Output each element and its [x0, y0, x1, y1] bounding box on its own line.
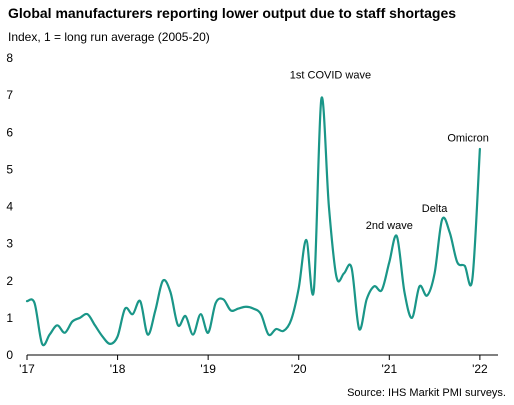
x-tick-label: '18 [110, 362, 126, 376]
chart-subtitle: Index, 1 = long run average (2005-20) [8, 30, 210, 44]
source-note: Source: IHS Markit PMI surveys. [347, 387, 506, 399]
x-tick-label: '20 [291, 362, 307, 376]
x-tick-label: '17 [19, 362, 35, 376]
annotation-label: 2nd wave [366, 220, 413, 232]
series-line [25, 96, 481, 347]
y-tick-label: 1 [6, 311, 13, 325]
y-tick-label: 2 [6, 274, 13, 288]
y-tick-label: 7 [6, 88, 13, 102]
x-tick-label: '21 [381, 362, 397, 376]
x-tick-label: '19 [200, 362, 216, 376]
x-tick-label: '22 [472, 362, 488, 376]
chart-title: Global manufacturers reporting lower out… [8, 5, 457, 21]
y-tick-label: 3 [6, 237, 13, 251]
annotation-label: 1st COVID wave [290, 69, 371, 81]
series-layer [25, 96, 481, 347]
annotation-label: Delta [422, 203, 449, 215]
y-tick-label: 5 [6, 162, 13, 176]
annotations-layer: 1st COVID wave 2nd wave Delta Omicron [290, 69, 489, 231]
y-tick-label: 6 [6, 125, 13, 139]
y-tick-label: 4 [6, 200, 13, 214]
y-tick-label: 0 [6, 348, 13, 362]
y-tick-label: 8 [6, 51, 13, 65]
annotation-label: Omicron [447, 133, 489, 145]
axes-layer: 0 1 2 3 4 5 6 7 8 '17 '18 '19 '20 '21 '22 [6, 51, 498, 376]
